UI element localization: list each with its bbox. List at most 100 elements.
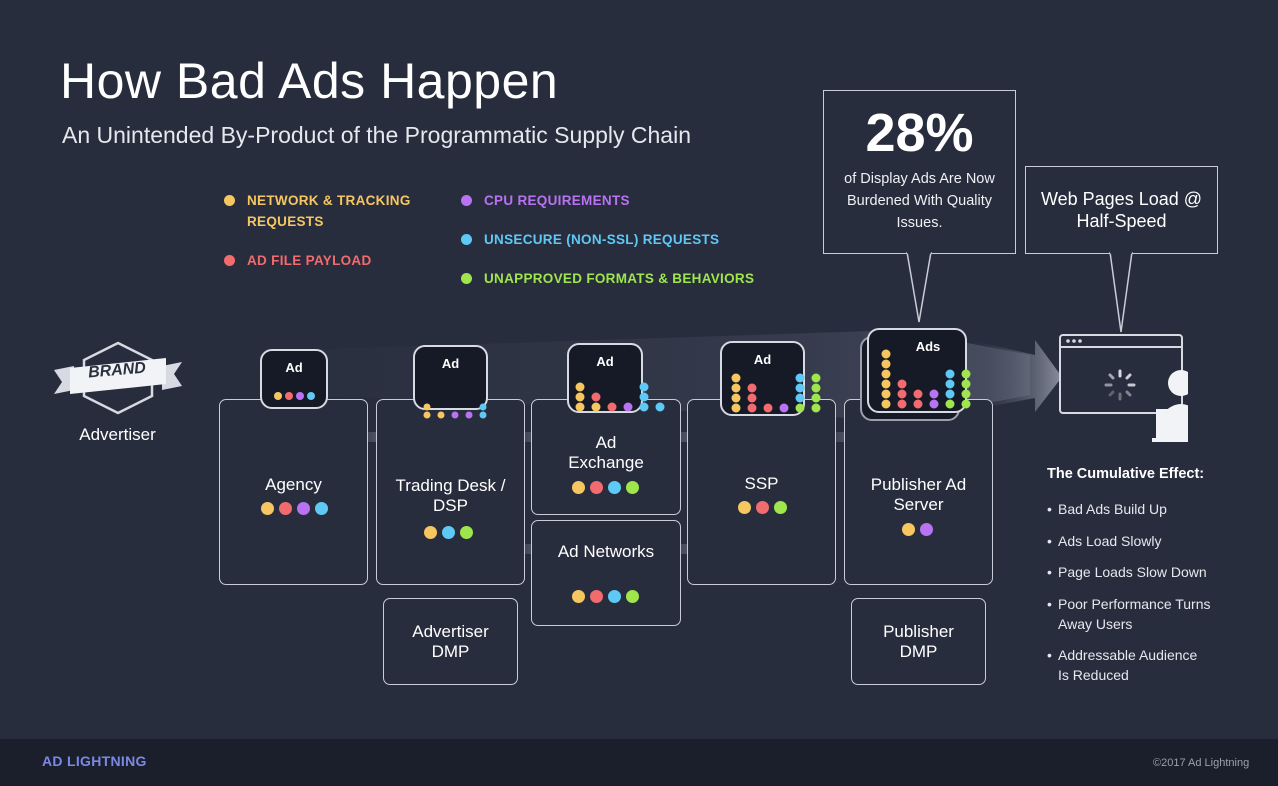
ad-icon-dot xyxy=(731,403,741,413)
ad-icon-dot xyxy=(929,399,939,409)
ad-icon-dot xyxy=(961,399,971,409)
advertiser-dmp-box xyxy=(383,598,518,685)
stat-callout-pointer xyxy=(906,252,932,323)
web-pages-text: Web Pages Load @ Half-Speed xyxy=(1040,189,1203,231)
ad-icon-dot xyxy=(881,369,891,379)
ad-icon-dot xyxy=(731,373,741,383)
ad-icon-dot xyxy=(961,379,971,389)
publisher-ad-server-dots xyxy=(902,523,933,536)
cumulative-item-3: • Page Loads Slow Down xyxy=(1047,564,1207,580)
ad-icon-dot xyxy=(897,399,907,409)
ad-icon-dot xyxy=(929,389,939,399)
ad-icon-dot xyxy=(897,379,907,389)
agency-box xyxy=(219,399,368,585)
ad-icon-dot xyxy=(747,403,757,413)
ad-icon-dot xyxy=(945,399,955,409)
legend-item-unapproved: UNAPPROVED FORMATS & BEHAVIORS xyxy=(461,268,781,289)
trading-desk-dots xyxy=(424,526,473,539)
publisher-dmp-label: Publisher DMP xyxy=(883,622,954,661)
user-icon xyxy=(1152,370,1188,442)
ad-icon-dot xyxy=(945,389,955,399)
ad-icon-dot xyxy=(795,373,805,383)
ad-exchange-label: Ad Exchange xyxy=(568,433,644,472)
ad-icon-dot xyxy=(811,393,821,403)
ad-icon-dot xyxy=(795,383,805,393)
ad-icon-dot xyxy=(639,402,649,412)
ad-icon-dot xyxy=(655,402,665,412)
agency-dots xyxy=(261,502,328,515)
trading-desk-box xyxy=(376,399,525,585)
ssp-dots xyxy=(738,501,787,514)
cumulative-item-2: • Ads Load Slowly xyxy=(1047,533,1162,549)
ad-icon-dot xyxy=(747,383,757,393)
ad-icon-dot xyxy=(763,403,773,413)
ad-icon-dot xyxy=(897,389,907,399)
legend-item-network: NETWORK & TRACKING REQUESTS xyxy=(224,190,424,232)
ad-icon-dot xyxy=(961,369,971,379)
red-dot-icon xyxy=(224,255,235,266)
ad-icon-dot xyxy=(607,402,617,412)
publisher-ad-server-box xyxy=(844,399,993,585)
stat-callout xyxy=(823,90,1016,254)
ad-icon-dot xyxy=(945,379,955,389)
publisher-ad-server-label: Publisher Ad Server xyxy=(870,475,967,514)
ad-icon-dot xyxy=(479,411,487,419)
ad-icon-dot xyxy=(731,383,741,393)
ad-icon-dot xyxy=(639,382,649,392)
ad-icon-dot xyxy=(465,411,473,419)
ad-icon-dot xyxy=(423,411,431,419)
ad-icon-dot xyxy=(731,393,741,403)
loading-spinner-icon xyxy=(1104,369,1136,401)
ad-networks-label: Ad Networks xyxy=(557,542,655,561)
cumulative-item-1: • Bad Ads Build Up xyxy=(1047,501,1167,517)
agency-label: Agency xyxy=(265,475,322,494)
ssp-label: SSP xyxy=(744,474,779,493)
advertiser-label: Advertiser xyxy=(79,425,156,444)
ad-icon-dot xyxy=(451,411,459,419)
footer-logo: AD LIGHTNING xyxy=(42,753,147,769)
ad-icon-dot xyxy=(811,383,821,393)
cumulative-heading: The Cumulative Effect: xyxy=(1047,466,1205,482)
ad-icon-dot xyxy=(575,382,585,392)
ad-icon-dot xyxy=(779,403,789,413)
ad-icon-dot xyxy=(881,389,891,399)
ad-exchange-dots xyxy=(572,481,639,494)
footer-copyright: ©2017 Ad Lightning xyxy=(1153,757,1250,769)
web-pages-callout-pointer xyxy=(1109,252,1133,333)
brand-badge-icon xyxy=(54,341,182,415)
ad-icon-dot xyxy=(795,403,805,413)
purple-dot-icon xyxy=(461,195,472,206)
green-dot-icon xyxy=(461,273,472,284)
ad-icon-dot xyxy=(623,402,633,412)
ad-icon-dot xyxy=(575,392,585,402)
ad-icon-dot xyxy=(881,399,891,409)
ssp-box xyxy=(687,399,836,585)
stat-value: 28% xyxy=(865,103,974,163)
ad-networks-box xyxy=(531,520,681,626)
ad-icon-dot xyxy=(881,359,891,369)
ad-icon-dot xyxy=(747,393,757,403)
ad-icon-dot xyxy=(575,402,585,412)
yellow-dot-icon xyxy=(224,195,235,206)
footer-bar xyxy=(0,739,1278,786)
publisher-dmp-box xyxy=(851,598,986,685)
trading-desk-label: Trading Desk / DSP xyxy=(395,476,506,515)
cumulative-item-4: • Poor Performance Turns Away Users xyxy=(1047,596,1211,632)
legend-item-cpu: CPU REQUIREMENTS xyxy=(461,190,781,211)
ad-networks-dots xyxy=(572,590,639,603)
browser-window-icon xyxy=(1059,334,1188,442)
ad-icon-dot xyxy=(479,403,487,411)
ad-icon-dot xyxy=(591,402,601,412)
legend-item-unsecure: UNSECURE (NON-SSL) REQUESTS xyxy=(461,229,781,250)
web-pages-callout xyxy=(1025,166,1218,254)
ad-icon-dot xyxy=(961,389,971,399)
ad-icon-dot xyxy=(639,392,649,402)
ad-icon-dot xyxy=(811,403,821,413)
blue-dot-icon xyxy=(461,234,472,245)
ad-icon-dot xyxy=(423,403,431,411)
stat-text: of Display Ads Are Now Burdened With Qua… xyxy=(844,171,995,231)
ad-icon-dot xyxy=(795,393,805,403)
ad-icon-dot xyxy=(945,369,955,379)
ad-icon-dot xyxy=(811,373,821,383)
